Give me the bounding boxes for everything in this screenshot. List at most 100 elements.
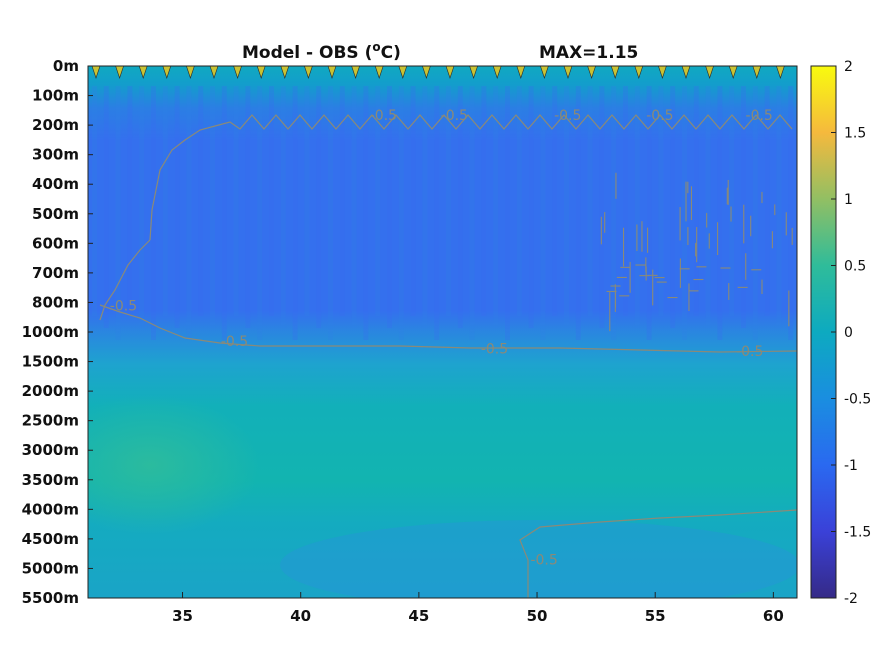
- stripe: [611, 86, 617, 340]
- stripe: [776, 86, 782, 328]
- surface-spike: [280, 66, 290, 79]
- colorbar-tick-label: 2: [844, 59, 853, 75]
- contour-label: -0.5: [530, 553, 557, 569]
- stripe: [103, 86, 109, 328]
- colorbar-tick-label: -1: [844, 458, 858, 474]
- surface-spike: [705, 66, 714, 79]
- colorbar-tick-label: -1.5: [844, 525, 871, 541]
- stripe: [269, 86, 274, 316]
- surface-spike: [422, 66, 431, 79]
- stripe: [469, 86, 475, 340]
- stripe: [233, 86, 239, 316]
- stripe: [552, 86, 558, 316]
- y-tick-label: 100m: [32, 87, 79, 105]
- surface-spike: [658, 66, 667, 79]
- y-tick-label: 4500m: [22, 530, 79, 548]
- stripe: [280, 86, 286, 328]
- surface-spike: [398, 66, 408, 79]
- x-tick-label: 40: [290, 607, 311, 625]
- stripe: [245, 86, 251, 328]
- vertical-stripes: [92, 86, 794, 340]
- stripe: [339, 86, 345, 316]
- stripe: [457, 86, 463, 328]
- stripe: [446, 86, 451, 316]
- stripe: [516, 86, 522, 316]
- stripe: [717, 86, 723, 340]
- surface-spike: [634, 66, 644, 79]
- y-tick-label: 800m: [32, 293, 79, 311]
- stripe: [351, 86, 357, 328]
- x-tick-label: 50: [527, 607, 548, 625]
- stripe: [198, 86, 204, 316]
- stripe: [670, 86, 676, 328]
- stripe: [646, 86, 652, 340]
- stripe: [764, 86, 770, 316]
- stripe: [410, 86, 416, 316]
- stripe: [682, 86, 687, 340]
- surface-spike: [610, 66, 620, 79]
- y-tick-label: 500m: [32, 205, 79, 223]
- contour-label: -0.5: [736, 344, 763, 360]
- y-tick-label: 700m: [32, 264, 79, 282]
- contour-label: -0.5: [221, 334, 248, 350]
- contour-line: [519, 509, 797, 598]
- surface-spike: [540, 66, 549, 79]
- surface-spike: [209, 66, 219, 79]
- surface-spike: [587, 66, 596, 79]
- contour-label: -0.5: [370, 108, 397, 124]
- contour-line: [149, 114, 793, 241]
- contour-label: -0.5: [481, 341, 508, 357]
- y-tick-label: 1500m: [22, 353, 79, 371]
- stripe: [623, 86, 628, 316]
- y-tick-label: 300m: [32, 146, 79, 164]
- surface-spike: [138, 66, 148, 79]
- colorbar-tick-label: 1: [844, 192, 853, 208]
- y-tick-label: 5500m: [22, 589, 79, 607]
- stripe: [575, 86, 581, 340]
- surface-spike: [445, 66, 455, 79]
- contour-labels: -0.5 -0.5 -0.5 -0.5 -0.5 -0.5 -0.5 -0.5 -0.5 -0.5: [110, 108, 773, 569]
- surface-spike: [516, 66, 526, 79]
- contour-label: -0.5: [746, 108, 773, 124]
- colorbar-ticks: 2 1.5 1 0.5 0 -0.5 -1 -1.5 -2: [831, 59, 871, 607]
- stripe: [115, 86, 121, 340]
- y-tick-label: 0m: [53, 57, 79, 75]
- surface-spike: [256, 66, 266, 79]
- stripe: [304, 86, 310, 316]
- surface-spike: [304, 66, 313, 79]
- heatmap-field: -0.5 -0.5 -0.5 -0.5 -0.5 -0.5 -0.5 -0.5 -0.5 -0.5: [88, 66, 797, 598]
- stripe: [752, 86, 758, 340]
- stripe: [481, 86, 487, 316]
- stripe: [599, 86, 605, 328]
- y-tick-label: 2500m: [22, 412, 79, 430]
- stripe: [162, 86, 168, 316]
- y-tick-label: 3000m: [22, 441, 79, 459]
- stripe: [174, 86, 180, 328]
- stripe: [257, 86, 263, 340]
- stripe: [92, 86, 97, 316]
- colorbar-tick-label: 0: [844, 325, 853, 341]
- y-tick-label: 1000m: [22, 323, 79, 341]
- stripe: [210, 86, 215, 328]
- surface-spike: [776, 66, 785, 79]
- surface-spike: [327, 66, 337, 79]
- stripe: [221, 86, 227, 340]
- stripe: [292, 86, 298, 340]
- chart-title: Model - OBS (oC): [242, 40, 401, 63]
- stripe: [127, 86, 133, 316]
- surface-spike: [469, 66, 478, 79]
- x-tick-label: 55: [645, 607, 666, 625]
- stripe: [387, 86, 392, 328]
- chart-max-label: MAX=1.15: [539, 43, 638, 63]
- stripe: [434, 86, 440, 340]
- surface-spikes: [91, 66, 785, 79]
- stripe: [587, 86, 593, 316]
- stripe: [729, 86, 735, 316]
- surface-spike: [162, 66, 172, 79]
- stripe: [540, 86, 546, 340]
- surface-spike: [233, 66, 242, 79]
- surface-spike: [351, 66, 360, 79]
- contour-label: -0.5: [554, 108, 581, 124]
